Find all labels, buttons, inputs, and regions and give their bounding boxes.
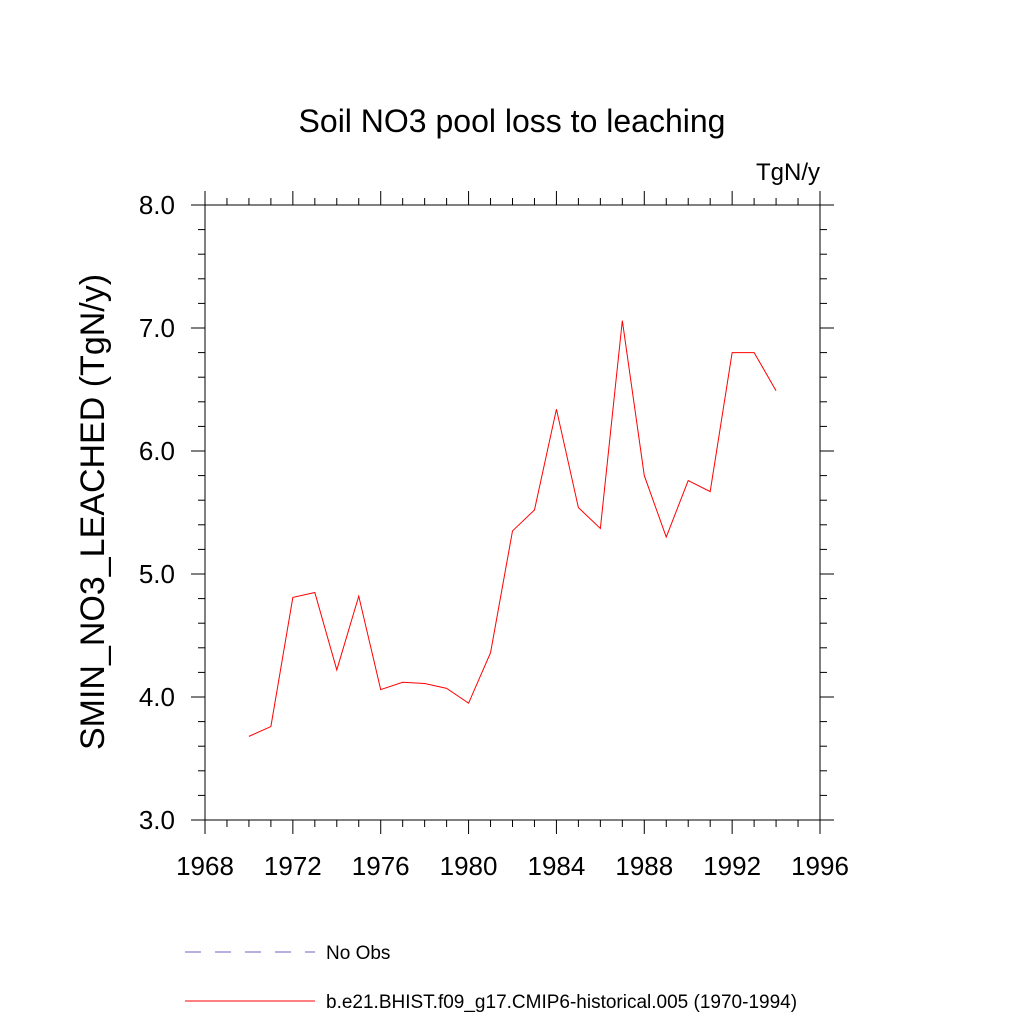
legend-label-no-obs: No Obs	[326, 943, 390, 964]
x-tick-label: 1988	[615, 851, 673, 881]
y-tick-label: 4.0	[139, 682, 175, 712]
legend-label-model: b.e21.BHIST.f09_g17.CMIP6-historical.005…	[326, 992, 797, 1013]
axes: 1968 1972 1976 1980 1984 1988 1992 1996 3.0 4.0 5.…	[139, 190, 849, 881]
legend: No Obs b.e21.BHIST.f09_g17.CMIP6-histori…	[185, 943, 797, 1013]
plot-frame	[204, 204, 821, 821]
y-tick-label: 7.0	[139, 313, 175, 343]
x-tick-label: 1976	[352, 851, 410, 881]
series-layer	[248, 320, 777, 737]
x-tick-label: 1996	[791, 851, 849, 881]
y-tick-label: 6.0	[139, 436, 175, 466]
y-tick-label: 8.0	[139, 190, 175, 220]
units-label: TgN/y	[756, 159, 820, 186]
y-axis-label: SMIN_NO3_LEACHED (TgN/y)	[74, 274, 112, 750]
chart-title: Soil NO3 pool loss to leaching	[299, 103, 726, 139]
y-tick-label: 3.0	[139, 805, 175, 835]
x-tick-label: 1968	[176, 851, 234, 881]
x-tick-label: 1972	[264, 851, 322, 881]
x-tick-label: 1980	[440, 851, 498, 881]
x-tick-label: 1992	[703, 851, 761, 881]
x-tick-label: 1984	[528, 851, 586, 881]
y-tick-label: 5.0	[139, 559, 175, 589]
series-line	[248, 320, 777, 737]
